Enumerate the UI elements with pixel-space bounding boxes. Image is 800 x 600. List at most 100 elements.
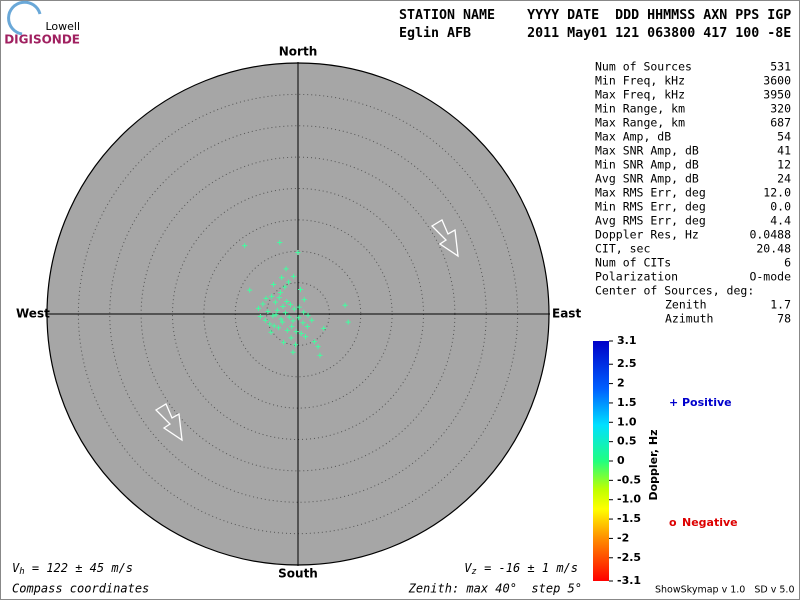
colorbar-label: Doppler, Hz — [647, 429, 660, 500]
source-point — [272, 299, 278, 305]
colorbar-tick-label: 1.0 — [617, 415, 637, 428]
stat-value: 78 — [777, 312, 791, 326]
header-line: STATION NAME YYYY DATE DDD HHMMSS AXN PP… — [399, 8, 791, 23]
stat-label: Min Range, km — [595, 102, 685, 116]
source-point — [287, 302, 293, 308]
source-point — [309, 317, 315, 323]
legend-symbol: o — [669, 516, 677, 529]
stat-value: 24 — [777, 172, 791, 186]
logo-top: Lowell — [45, 20, 80, 33]
source-point — [286, 314, 292, 320]
direction-label: East — [552, 307, 581, 321]
stat-label: Min Freq, kHz — [595, 74, 685, 88]
source-point — [262, 317, 268, 323]
stat-value: O-mode — [749, 270, 791, 284]
source-point — [257, 314, 263, 320]
source-point — [268, 329, 274, 335]
stat-label: Max Amp, dB — [595, 130, 671, 144]
stat-label: Min SNR Amp, dB — [595, 158, 699, 172]
stat-label: Zenith — [665, 298, 707, 312]
source-point — [315, 344, 321, 350]
v-symbol: V — [464, 561, 472, 575]
colorbar — [593, 341, 609, 581]
source-point — [255, 305, 261, 311]
coords-label: Compass coordinates — [12, 582, 149, 596]
source-point — [277, 239, 283, 245]
source-point — [295, 250, 301, 256]
stat-label: Max SNR Amp, dB — [595, 144, 699, 158]
stat-value: 0.0488 — [749, 228, 791, 242]
colorbar-tick-label: 0.5 — [617, 435, 637, 448]
source-point — [260, 301, 266, 307]
stat-value: 3950 — [763, 88, 791, 102]
source-point — [291, 273, 297, 279]
source-point — [321, 325, 327, 331]
colorbar-tick-label: -1.0 — [617, 493, 641, 506]
colorbar-tick-label: 0 — [617, 454, 625, 467]
source-point — [267, 321, 273, 327]
source-point — [265, 308, 271, 314]
source-point — [304, 324, 310, 330]
source-point — [293, 329, 299, 335]
v-sub: z — [471, 567, 476, 577]
source-point — [276, 325, 282, 331]
source-point — [273, 312, 279, 318]
source-point — [301, 309, 307, 315]
source-point — [271, 323, 277, 329]
source-point — [284, 298, 290, 304]
source-point — [298, 287, 304, 293]
source-point — [247, 287, 253, 293]
source-point — [280, 303, 286, 309]
source-point — [277, 290, 283, 296]
logo-bottom: DIGISONDE — [4, 33, 80, 47]
v-symbol: V — [12, 561, 20, 575]
source-point — [290, 349, 296, 355]
source-point — [263, 295, 269, 301]
legend-symbol: + — [669, 396, 678, 409]
source-point — [301, 297, 307, 303]
colorbar-tick-label: -1.5 — [617, 512, 641, 525]
stat-value: 20.48 — [756, 242, 791, 256]
stat-value: 12.0 — [763, 186, 791, 200]
version-label: ShowSkymap v 1.0 SD v 5.0 — [655, 585, 795, 596]
source-point — [291, 306, 297, 312]
stat-value: 12 — [777, 158, 791, 172]
colorbar-tick-label: -0.5 — [617, 473, 641, 486]
stat-value: 4.4 — [770, 214, 791, 228]
source-point — [303, 334, 309, 340]
colorbar-tick-label: 1.5 — [617, 396, 637, 409]
colorbar-tick-label: 2 — [617, 377, 625, 390]
source-point — [270, 313, 276, 319]
stat-value: 54 — [777, 130, 791, 144]
legend-label: Positive — [682, 396, 732, 409]
zenith-label: Zenith: max 40° step 5° — [408, 582, 582, 596]
vh-label: Vh = 122 ± 45 m/s — [12, 561, 133, 577]
source-point — [311, 339, 317, 345]
velocity-arrow — [154, 403, 183, 442]
stat-value: 531 — [770, 60, 791, 74]
stat-label: Max RMS Err, deg — [595, 186, 706, 200]
colorbar-tick-label: -2 — [617, 531, 629, 544]
velocity-arrow — [430, 219, 459, 258]
source-point — [305, 312, 311, 318]
stat-value: 41 — [777, 144, 791, 158]
source-point — [282, 310, 288, 316]
source-point — [342, 302, 348, 308]
source-point — [296, 315, 302, 321]
source-point — [242, 243, 248, 249]
logo-swoosh — [7, 0, 42, 36]
stat-value: 687 — [770, 116, 791, 130]
source-point — [274, 307, 280, 313]
colorbar-tick-label: -3.1 — [617, 574, 641, 587]
source-point — [296, 304, 302, 310]
source-point — [281, 339, 287, 345]
colorbar-tick-label: -2.5 — [617, 551, 641, 564]
stat-label: Polarization — [595, 270, 678, 284]
source-point — [345, 319, 351, 325]
stat-value: 0.0 — [770, 200, 791, 214]
source-point — [288, 335, 294, 341]
stat-label: CIT, sec — [595, 242, 650, 256]
stat-value: 320 — [770, 102, 791, 116]
vh-text: = 122 ± 45 m/s — [25, 561, 133, 575]
vz-label: Vz = -16 ± 1 m/s — [464, 561, 578, 577]
